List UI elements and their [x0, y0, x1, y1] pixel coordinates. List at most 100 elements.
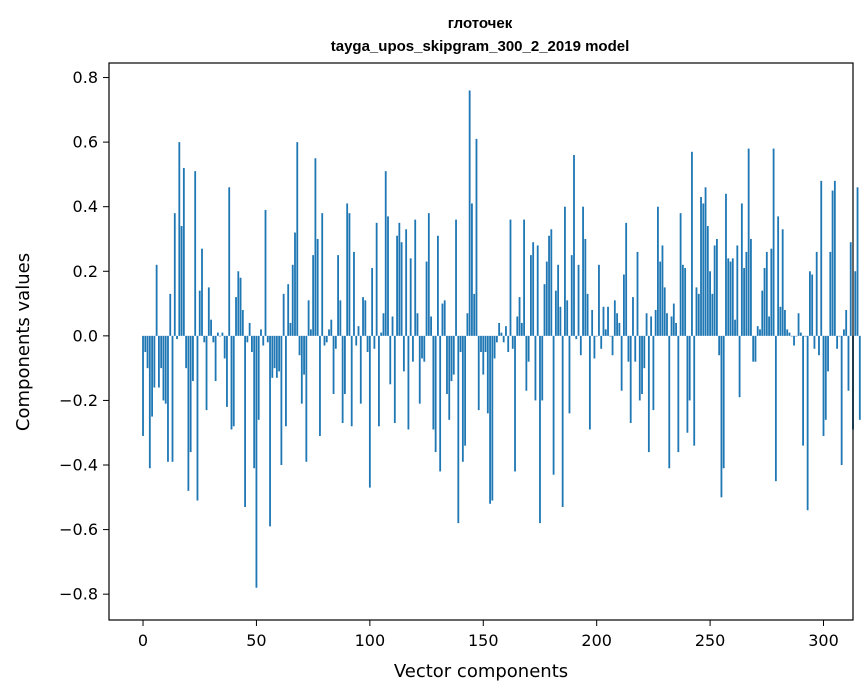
bar-186	[564, 206, 566, 336]
bar-104	[378, 335, 380, 427]
bar-61	[280, 335, 283, 466]
bar-118	[409, 258, 412, 336]
bar-270	[754, 335, 757, 362]
bar-52	[260, 329, 262, 336]
bar-78	[319, 335, 321, 436]
bar-159	[502, 335, 505, 343]
bar-101	[371, 268, 374, 336]
bar-213	[625, 222, 628, 336]
bar-150	[482, 335, 485, 375]
bar-204	[604, 329, 607, 336]
x-tick-label: 250	[695, 631, 726, 650]
bar-97	[362, 297, 364, 336]
bar-124	[423, 335, 426, 362]
bar-69	[298, 335, 301, 356]
bar-273	[761, 290, 764, 336]
bar-55	[266, 335, 269, 343]
bar-309	[843, 329, 845, 336]
x-tick-label: 50	[246, 631, 266, 650]
bar-62	[282, 293, 285, 336]
bar-6	[155, 264, 158, 336]
bar-227	[657, 206, 659, 336]
bar-252	[713, 245, 716, 336]
bar-183	[557, 264, 560, 336]
bar-166	[518, 297, 521, 336]
bar-241	[688, 335, 691, 401]
bar-106	[382, 313, 385, 336]
bar-268	[750, 238, 752, 336]
bar-304	[831, 190, 834, 336]
bar-291	[802, 335, 804, 446]
bar-156	[495, 335, 498, 343]
bar-28	[205, 335, 208, 411]
bar-223	[647, 335, 650, 453]
bar-211	[620, 335, 623, 391]
bar-236	[677, 335, 680, 453]
bar-127	[430, 316, 432, 336]
bar-123	[421, 335, 423, 359]
bar-258	[727, 258, 730, 336]
bar-238	[681, 264, 684, 336]
bar-16	[178, 142, 181, 336]
bar-201	[598, 264, 600, 336]
bar-11	[167, 335, 169, 462]
bar-243	[693, 335, 696, 446]
bar-232	[668, 335, 671, 469]
bar-57	[271, 335, 274, 378]
y-tick-label: −0.2	[59, 391, 98, 410]
bar-50	[255, 335, 258, 588]
bar-83	[330, 319, 333, 336]
bar-26	[201, 248, 203, 336]
bar-93	[353, 251, 355, 336]
bar-25	[198, 290, 201, 336]
bar-216	[632, 297, 634, 336]
bar-315	[856, 187, 859, 336]
bar-149	[480, 335, 482, 352]
bar-129	[434, 335, 437, 453]
bar-41	[235, 297, 237, 336]
bar-242	[691, 151, 693, 336]
bar-64	[287, 284, 290, 336]
bar-143	[466, 313, 469, 336]
bar-177	[543, 284, 546, 336]
bar-60	[278, 335, 281, 372]
bar-24	[196, 335, 199, 501]
bar-215	[629, 335, 632, 424]
bar-8	[160, 335, 163, 369]
bar-295	[811, 274, 814, 336]
bar-111	[393, 335, 396, 424]
bar-125	[425, 261, 428, 336]
bar-155	[493, 335, 496, 359]
bar-202	[600, 335, 603, 349]
bar-172	[532, 242, 535, 336]
bar-226	[654, 310, 657, 336]
bar-20	[187, 335, 190, 491]
bar-162	[509, 219, 512, 336]
x-tick-label: 100	[355, 631, 386, 650]
x-axis-ticks: 0 50 100 150 200 250 300	[138, 620, 839, 650]
bar-249	[706, 226, 709, 336]
bar-31	[212, 335, 215, 343]
bar-185	[561, 335, 564, 507]
bar-58	[273, 335, 276, 369]
bar-267	[747, 148, 750, 336]
bar-272	[759, 329, 761, 336]
bar-277	[770, 248, 773, 336]
bar-99	[366, 335, 369, 352]
bar-282	[781, 229, 784, 336]
bar-193	[579, 335, 582, 356]
bar-224	[650, 316, 653, 336]
plot-frame	[108, 62, 854, 621]
bar-234	[672, 303, 675, 336]
bar-246	[700, 197, 702, 336]
bar-178	[545, 261, 548, 336]
bar-119	[412, 335, 414, 362]
bar-245	[697, 293, 700, 336]
bar-240	[686, 335, 689, 433]
bar-261	[734, 319, 736, 336]
bar-212	[623, 274, 625, 336]
bar-63	[285, 335, 287, 427]
bar-154	[491, 335, 494, 501]
bar-157	[498, 322, 501, 336]
bar-195	[584, 238, 587, 336]
